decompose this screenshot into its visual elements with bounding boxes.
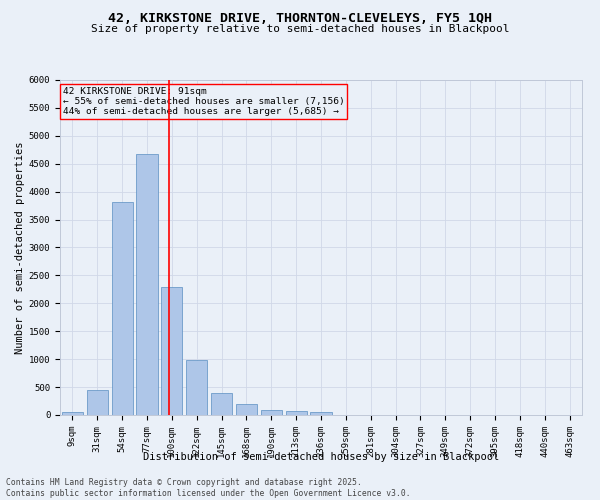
Bar	[62, 412, 83, 415]
Bar	[236, 404, 257, 415]
Bar	[261, 410, 282, 415]
Bar	[136, 154, 158, 415]
Bar	[286, 411, 307, 415]
Text: Distribution of semi-detached houses by size in Blackpool: Distribution of semi-detached houses by …	[143, 452, 499, 462]
Text: Contains HM Land Registry data © Crown copyright and database right 2025.
Contai: Contains HM Land Registry data © Crown c…	[6, 478, 410, 498]
Bar	[112, 202, 133, 415]
Bar	[310, 412, 332, 415]
Bar	[161, 287, 182, 415]
Text: Size of property relative to semi-detached houses in Blackpool: Size of property relative to semi-detach…	[91, 24, 509, 34]
Bar	[186, 360, 207, 415]
Text: 42 KIRKSTONE DRIVE: 91sqm
← 55% of semi-detached houses are smaller (7,156)
44% : 42 KIRKSTONE DRIVE: 91sqm ← 55% of semi-…	[62, 86, 344, 117]
Text: 42, KIRKSTONE DRIVE, THORNTON-CLEVELEYS, FY5 1QH: 42, KIRKSTONE DRIVE, THORNTON-CLEVELEYS,…	[108, 12, 492, 26]
Bar	[87, 390, 108, 415]
Bar	[211, 392, 232, 415]
Y-axis label: Number of semi-detached properties: Number of semi-detached properties	[14, 141, 25, 354]
